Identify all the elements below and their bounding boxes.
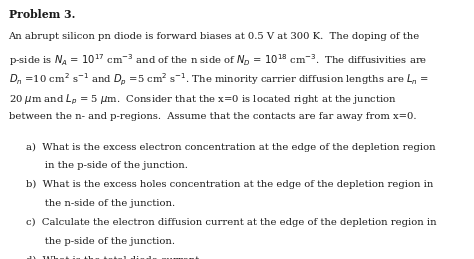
Text: d)  What is the total diode current.: d) What is the total diode current.: [26, 256, 202, 259]
Text: An abrupt silicon pn diode is forward biases at 0.5 V at 300 K.  The doping of t: An abrupt silicon pn diode is forward bi…: [9, 32, 420, 41]
Text: c)  Calculate the electron diffusion current at the edge of the depletion region: c) Calculate the electron diffusion curr…: [26, 218, 437, 227]
Text: 20 $\mu$m and $L_p$ = 5 $\mu$m.  Consider that the x=0 is located right at the j: 20 $\mu$m and $L_p$ = 5 $\mu$m. Consider…: [9, 92, 396, 107]
Text: a)  What is the excess electron concentration at the edge of the depletion regio: a) What is the excess electron concentra…: [26, 142, 436, 152]
Text: in the p-side of the junction.: in the p-side of the junction.: [26, 161, 188, 170]
Text: p-side is $N_A$ = $10^{17}$ cm$^{-3}$ and of the n side of $N_D$ = $10^{18}$ cm$: p-side is $N_A$ = $10^{17}$ cm$^{-3}$ an…: [9, 52, 427, 68]
Text: the p-side of the junction.: the p-side of the junction.: [26, 237, 175, 246]
Text: the n-side of the junction.: the n-side of the junction.: [26, 199, 175, 208]
Text: $D_n$ =10 cm$^2$ s$^{-1}$ and $D_p$ =5 cm$^2$ s$^{-1}$. The minority carrier dif: $D_n$ =10 cm$^2$ s$^{-1}$ and $D_p$ =5 c…: [9, 72, 428, 89]
Text: b)  What is the excess holes concentration at the edge of the depletion region i: b) What is the excess holes concentratio…: [26, 180, 433, 189]
Text: Problem 3.: Problem 3.: [9, 9, 75, 20]
Text: between the n- and p-regions.  Assume that the contacts are far away from x=0.: between the n- and p-regions. Assume tha…: [9, 112, 416, 121]
